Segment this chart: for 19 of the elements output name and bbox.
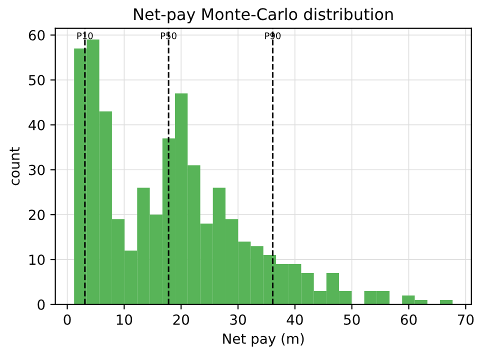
x-tick-label: 20 bbox=[173, 314, 190, 325]
y-tick-label: 50 bbox=[28, 74, 45, 86]
x-tick-label: 50 bbox=[344, 314, 360, 325]
x-tick-label: 40 bbox=[286, 314, 303, 325]
x-tick-label: 70 bbox=[458, 314, 474, 325]
y-tick-label: 40 bbox=[28, 120, 45, 130]
x-axis-title: Net pay (m) bbox=[223, 333, 304, 347]
chart-title: Net-pay Monte-Carlo distribution bbox=[134, 8, 393, 24]
x-tick-label: 30 bbox=[230, 314, 246, 325]
y-tick-label: 10 bbox=[29, 254, 45, 266]
x-tick-label: 60 bbox=[400, 314, 417, 325]
x-tick-label: 10 bbox=[116, 314, 132, 325]
x-tick-label: 0 bbox=[64, 314, 71, 325]
y-tick-label: 20 bbox=[28, 210, 45, 220]
y-tick-label: 60 bbox=[28, 30, 45, 41]
ref-line-label: P50 bbox=[161, 32, 176, 40]
y-axis-title: count bbox=[10, 147, 20, 186]
y-tick-label: 0 bbox=[38, 299, 45, 310]
y-tick-label: 30 bbox=[28, 164, 45, 176]
